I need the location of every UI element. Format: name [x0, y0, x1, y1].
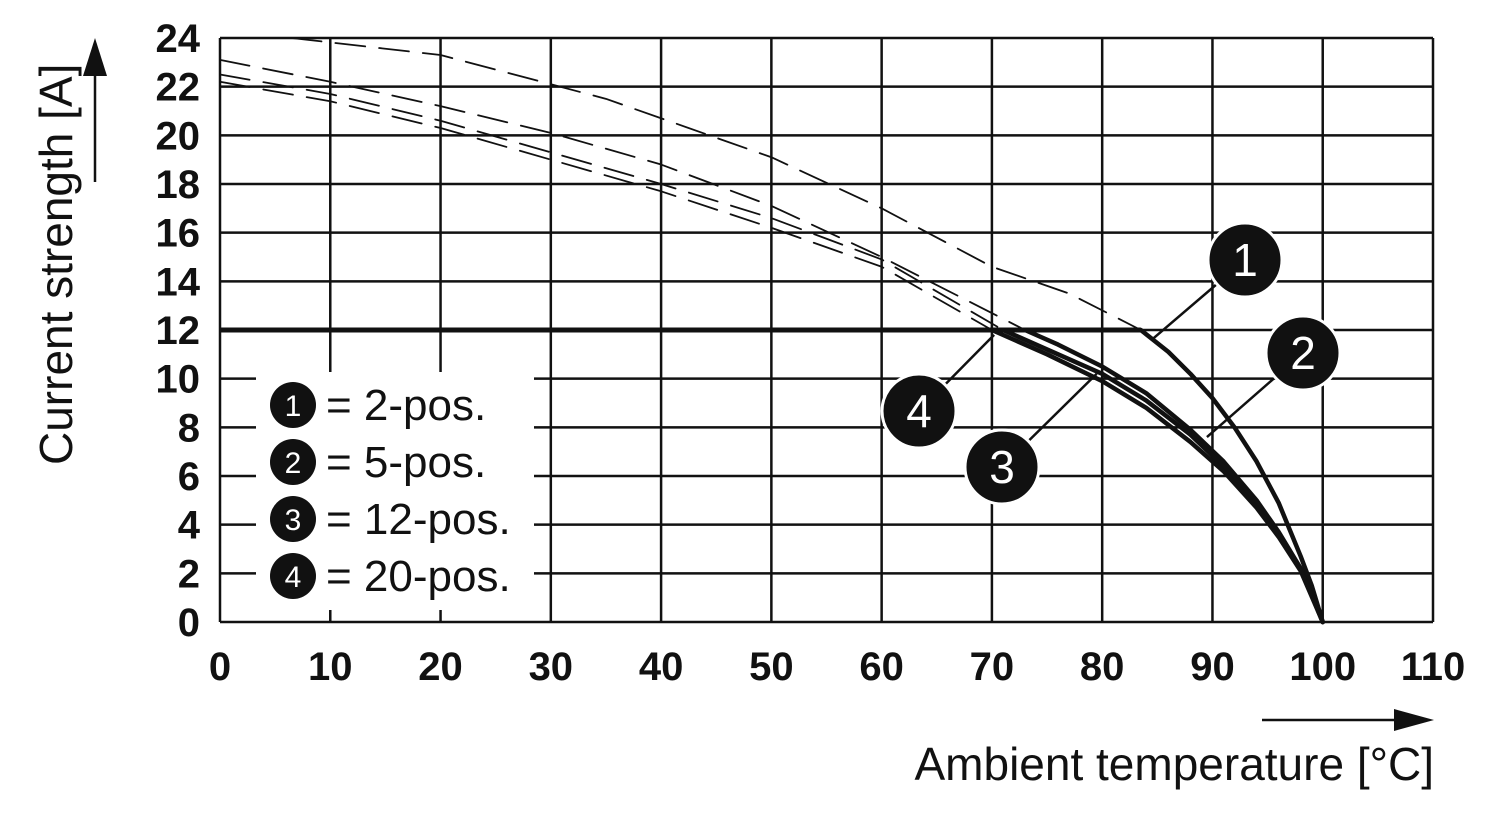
x-axis-arrow-icon: [1394, 709, 1434, 731]
x-tick-label: 100: [1289, 645, 1356, 689]
y-axis-title: Current strength [A]: [30, 64, 82, 465]
series-lines: [219, 37, 1325, 625]
legend-label: = 5-pos.: [326, 438, 486, 487]
x-tick-labels: 0 10 20 30 40 50 60 70 80 90 100 110: [209, 645, 1465, 689]
legend-badge-2: [270, 439, 316, 485]
series-line-1-dashed: [290, 37, 1142, 331]
legend-badge-1: [270, 382, 316, 428]
y-tick-label: 18: [156, 163, 201, 207]
x-tick-label: 30: [529, 645, 574, 689]
y-tick-label: 6: [178, 455, 200, 499]
legend-number: 4: [285, 561, 302, 594]
callout-badge-1: [1206, 221, 1284, 299]
legend-label: = 20-pos.: [326, 552, 511, 601]
legend-label: = 2-pos.: [326, 381, 486, 430]
y-axis-title-group: Current strength [A]: [30, 38, 107, 465]
y-tick-label: 8: [178, 406, 200, 450]
series-callouts: 12 3 4: [880, 221, 1342, 506]
legend-items: 1 = 2-pos. 2 = 5-pos. 3 = 12-pos. 4 = 20-pos.: [270, 381, 511, 601]
y-tick-label: 2: [178, 552, 200, 596]
y-tick-label: 20: [156, 114, 201, 158]
y-tick-label: 0: [178, 601, 200, 645]
callout-badge-3: [963, 428, 1041, 506]
legend-number: 3: [285, 504, 302, 537]
x-tick-label: 90: [1190, 645, 1235, 689]
legend-number: 1: [285, 390, 302, 423]
series-line-1-solid: [1138, 327, 1325, 625]
legend-number: 2: [285, 447, 302, 480]
y-tick-label: 12: [156, 309, 201, 353]
callout-badge-2: [1264, 314, 1342, 392]
x-tick-label: 60: [859, 645, 904, 689]
y-tick-label: 14: [156, 260, 201, 304]
callout-number: 4: [906, 385, 932, 437]
x-tick-label: 80: [1080, 645, 1125, 689]
y-tick-label: 10: [156, 358, 201, 402]
grid: [218, 36, 1435, 624]
x-tick-label: 110: [1401, 645, 1466, 689]
y-tick-label: 16: [156, 212, 201, 256]
x-tick-label: 70: [970, 645, 1015, 689]
y-axis-arrow-icon: [83, 38, 107, 76]
x-tick-label: 50: [749, 645, 794, 689]
legend: 1 = 2-pos. 2 = 5-pos. 3 = 12-pos. 4 = 20-pos.: [256, 372, 534, 610]
x-tick-label: 40: [639, 645, 684, 689]
x-tick-label: 10: [308, 645, 353, 689]
x-tick-label: 20: [418, 645, 463, 689]
series-line-4-dashed: [219, 80, 993, 331]
x-axis-title: Ambient temperature [°C]: [915, 738, 1435, 790]
callout-number: 3: [989, 441, 1015, 493]
series-line-2-dashed: [219, 59, 1026, 331]
callout-badge-4: [880, 372, 958, 450]
callout-number: 2: [1290, 327, 1316, 379]
y-tick-label: 24: [156, 17, 201, 61]
y-tick-label: 22: [156, 66, 201, 110]
series-line-4-solid: [989, 327, 1325, 625]
legend-badge-4: [270, 553, 316, 599]
callout-number: 1: [1232, 234, 1258, 286]
legend-badge-3: [270, 496, 316, 542]
x-axis-title-group: Ambient temperature [°C]: [915, 709, 1435, 790]
legend-label: = 12-pos.: [326, 495, 511, 544]
x-tick-label: 0: [209, 645, 231, 689]
y-tick-label: 4: [178, 504, 201, 548]
series-line-3-dashed: [219, 73, 1004, 331]
